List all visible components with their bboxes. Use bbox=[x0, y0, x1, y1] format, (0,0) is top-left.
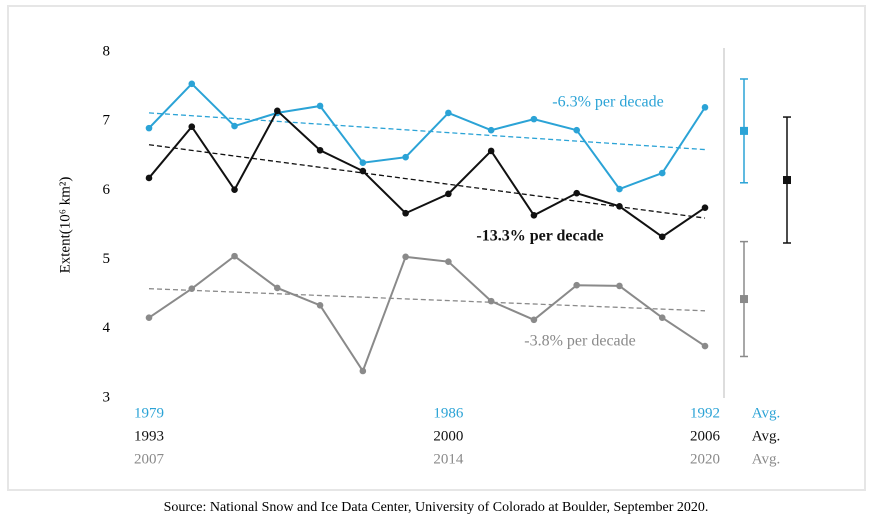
y-tick-label: 8 bbox=[103, 43, 111, 59]
avg-label: Avg. bbox=[752, 428, 780, 444]
series-line bbox=[148, 82, 706, 191]
x-tick-label: 2020 bbox=[690, 451, 720, 467]
point bbox=[231, 186, 238, 194]
series-line bbox=[148, 254, 706, 374]
y-tick-label: 4 bbox=[103, 320, 111, 336]
point bbox=[402, 253, 409, 261]
y-axis-label: Extent(10⁶ km²) bbox=[57, 177, 73, 274]
point bbox=[359, 167, 367, 175]
trend-label: -6.3% per decade bbox=[552, 94, 664, 111]
point bbox=[701, 104, 709, 111]
point bbox=[445, 190, 452, 198]
point bbox=[487, 126, 495, 134]
point bbox=[487, 297, 495, 305]
point bbox=[573, 126, 580, 134]
point bbox=[530, 316, 538, 324]
trend-label: -3.8% per decade bbox=[524, 333, 636, 350]
point bbox=[658, 169, 666, 177]
y-tick-label: 3 bbox=[103, 389, 111, 405]
point bbox=[487, 147, 495, 155]
trend-label: -13.3% per decade bbox=[476, 228, 603, 245]
x-tick-label: 1979 bbox=[134, 405, 164, 421]
point bbox=[359, 159, 367, 167]
point bbox=[231, 122, 238, 130]
avg-marker bbox=[740, 295, 748, 304]
y-tick-label: 6 bbox=[103, 182, 111, 198]
source: Source: National Snow and Ice Data Cente… bbox=[164, 500, 709, 515]
y-tick-label: 5 bbox=[103, 251, 111, 267]
point bbox=[188, 123, 196, 131]
point bbox=[402, 153, 409, 161]
point bbox=[316, 301, 324, 309]
point bbox=[530, 212, 538, 219]
point bbox=[445, 109, 452, 117]
point bbox=[274, 284, 281, 292]
point bbox=[658, 314, 666, 322]
point bbox=[274, 107, 281, 115]
x-tick-label: 2000 bbox=[433, 428, 463, 444]
avg-marker bbox=[783, 176, 791, 185]
point bbox=[402, 209, 409, 217]
x-tick-label: 2014 bbox=[433, 451, 464, 467]
trend-line bbox=[148, 288, 706, 312]
point bbox=[188, 80, 196, 88]
point bbox=[445, 258, 452, 265]
point bbox=[316, 102, 324, 110]
trend-line bbox=[148, 112, 706, 151]
point bbox=[145, 174, 153, 182]
point bbox=[616, 203, 623, 210]
avg-marker bbox=[740, 126, 748, 135]
point bbox=[573, 281, 580, 289]
x-tick-label: 1986 bbox=[433, 405, 464, 421]
point bbox=[701, 204, 709, 211]
avg-label: Avg. bbox=[752, 405, 780, 421]
frame bbox=[7, 5, 866, 491]
x-tick-label: 2006 bbox=[690, 428, 721, 444]
point bbox=[145, 124, 153, 132]
point bbox=[359, 367, 367, 375]
point bbox=[616, 282, 623, 290]
point bbox=[530, 115, 538, 123]
trend-line bbox=[148, 144, 706, 219]
x-tick-label: 2007 bbox=[134, 451, 165, 467]
x-tick-label: 1993 bbox=[134, 428, 164, 444]
point bbox=[231, 252, 238, 260]
point bbox=[316, 146, 324, 154]
point bbox=[658, 233, 666, 241]
point bbox=[188, 285, 196, 292]
point bbox=[616, 185, 623, 193]
x-tick-label: 1992 bbox=[690, 405, 720, 421]
series-line bbox=[148, 109, 706, 238]
point bbox=[573, 189, 580, 197]
y-tick-label: 7 bbox=[103, 113, 111, 129]
point bbox=[145, 314, 153, 322]
point bbox=[701, 342, 709, 350]
avg-label: Avg. bbox=[752, 451, 780, 467]
